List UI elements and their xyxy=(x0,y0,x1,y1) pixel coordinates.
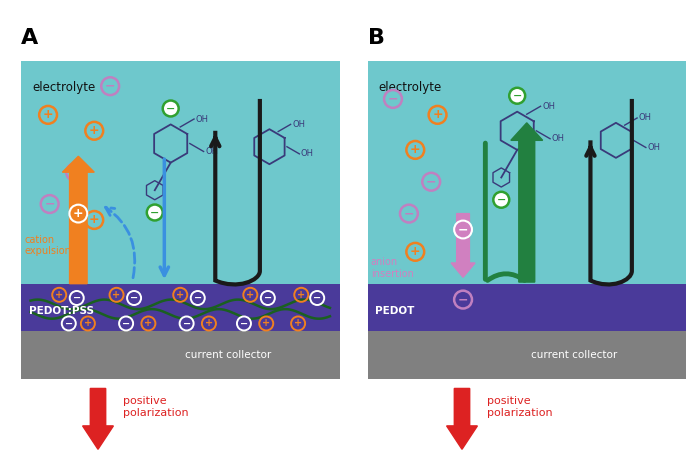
Text: OH: OH xyxy=(648,143,661,152)
Text: −: − xyxy=(426,175,437,188)
Circle shape xyxy=(509,88,525,104)
Text: −: − xyxy=(150,207,160,218)
Text: OH: OH xyxy=(292,120,305,129)
Circle shape xyxy=(237,316,251,330)
Bar xyxy=(368,331,686,379)
Text: PEDOT:PSS: PEDOT:PSS xyxy=(29,306,94,316)
Text: current collector: current collector xyxy=(531,351,617,360)
Bar xyxy=(368,284,686,331)
Text: anion
insertion: anion insertion xyxy=(371,257,414,278)
Text: −: − xyxy=(70,166,80,179)
Text: cation
expulsion: cation expulsion xyxy=(25,234,71,256)
Bar xyxy=(21,284,340,331)
Text: +: + xyxy=(176,290,184,300)
Text: −: − xyxy=(194,293,202,303)
Text: +: + xyxy=(410,245,421,258)
Circle shape xyxy=(454,220,472,238)
Text: OH: OH xyxy=(205,147,218,156)
FancyArrowPatch shape xyxy=(106,207,135,278)
Text: +: + xyxy=(43,109,53,121)
Text: A: A xyxy=(21,28,38,48)
Circle shape xyxy=(62,316,76,330)
Text: −: − xyxy=(404,207,414,220)
Text: +: + xyxy=(205,318,213,329)
FancyArrowPatch shape xyxy=(488,274,524,280)
Circle shape xyxy=(494,192,509,208)
Text: −: − xyxy=(183,318,190,329)
Circle shape xyxy=(69,205,88,222)
Text: +: + xyxy=(84,318,92,329)
Text: −: − xyxy=(496,195,506,205)
Text: −: − xyxy=(166,103,176,113)
Text: −: − xyxy=(458,293,468,306)
Text: +: + xyxy=(113,290,120,300)
Bar xyxy=(21,61,340,284)
Bar xyxy=(21,331,340,379)
Text: +: + xyxy=(89,213,99,227)
Text: +: + xyxy=(262,318,270,329)
FancyArrow shape xyxy=(62,156,94,284)
Circle shape xyxy=(180,316,194,330)
Circle shape xyxy=(119,316,133,330)
Circle shape xyxy=(147,205,162,220)
Text: OH: OH xyxy=(195,115,209,124)
Text: −: − xyxy=(313,293,321,303)
Circle shape xyxy=(191,291,205,305)
Text: B: B xyxy=(368,28,384,48)
Bar xyxy=(368,61,686,284)
Text: positive
polarization: positive polarization xyxy=(122,396,188,418)
Text: +: + xyxy=(410,143,421,156)
Text: −: − xyxy=(512,91,522,101)
Circle shape xyxy=(310,291,324,305)
Text: −: − xyxy=(73,293,80,303)
Text: PEDOT: PEDOT xyxy=(375,306,415,316)
FancyArrow shape xyxy=(511,123,542,282)
FancyArrow shape xyxy=(451,213,475,277)
Text: OH: OH xyxy=(301,149,314,158)
Circle shape xyxy=(127,291,141,305)
Circle shape xyxy=(454,291,472,308)
Text: +: + xyxy=(433,109,443,121)
Text: −: − xyxy=(64,318,73,329)
Text: +: + xyxy=(144,318,153,329)
Text: electrolyte: electrolyte xyxy=(379,81,442,95)
Circle shape xyxy=(162,101,178,117)
Text: OH: OH xyxy=(542,102,555,111)
Text: −: − xyxy=(44,197,55,211)
Text: +: + xyxy=(246,290,254,300)
Text: OH: OH xyxy=(552,134,565,143)
Text: +: + xyxy=(55,290,63,300)
Text: electrolyte: electrolyte xyxy=(32,81,95,95)
Text: current collector: current collector xyxy=(185,351,271,360)
Text: −: − xyxy=(388,92,398,105)
Text: −: − xyxy=(264,293,272,303)
Text: +: + xyxy=(298,290,305,300)
Text: −: − xyxy=(105,80,116,93)
Text: −: − xyxy=(458,223,468,236)
Text: OH: OH xyxy=(638,114,652,123)
Text: positive
polarization: positive polarization xyxy=(486,396,552,418)
Text: −: − xyxy=(130,293,138,303)
Text: −: − xyxy=(122,318,130,329)
Text: +: + xyxy=(73,207,83,220)
Text: +: + xyxy=(294,318,302,329)
Circle shape xyxy=(261,291,275,305)
Text: +: + xyxy=(89,124,99,137)
Circle shape xyxy=(70,291,84,305)
Text: −: − xyxy=(240,318,248,329)
